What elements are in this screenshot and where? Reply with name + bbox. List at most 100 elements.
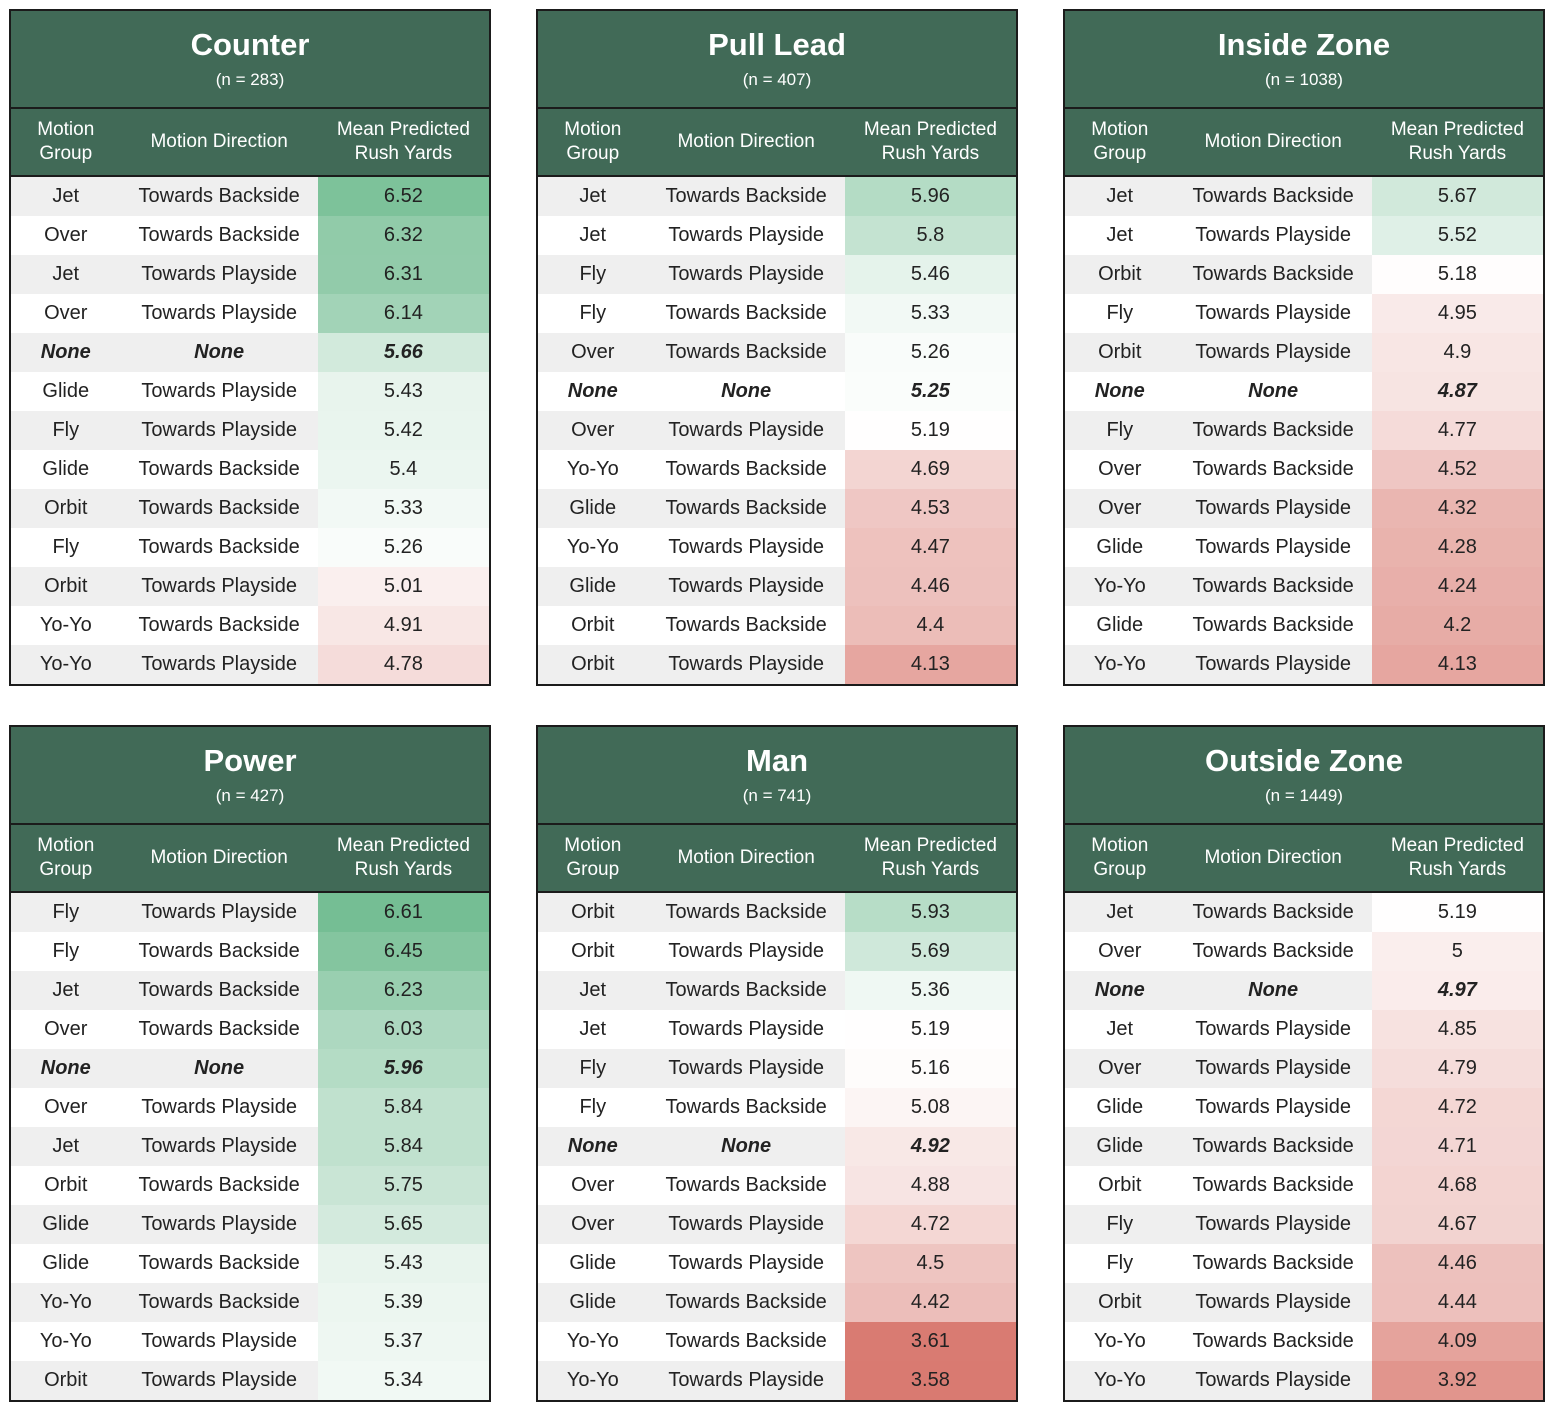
- rush-yards-cell: 4.24: [1371, 567, 1543, 606]
- motion-direction-cell: Towards Playside: [1174, 1205, 1372, 1244]
- rush-yards-cell: 4.88: [844, 1166, 1016, 1205]
- table-title-block: Counter (n = 283): [11, 11, 489, 109]
- table-title-block: Outside Zone (n = 1449): [1065, 727, 1543, 825]
- column-header-mean-predicted-rush-yards: Mean Predicted Rush Yards: [336, 119, 470, 164]
- motion-group-cell: Over: [538, 411, 648, 450]
- motion-group-cell: Yo-Yo: [538, 528, 648, 567]
- table-row: Jet Towards Backside 5.36: [538, 971, 1016, 1010]
- motion-direction-cell: Towards Playside: [120, 1088, 318, 1127]
- motion-group-cell: Jet: [538, 1010, 648, 1049]
- table-row: None None 4.87: [1065, 372, 1543, 411]
- table-row: Over Towards Backside 5: [1065, 932, 1543, 971]
- table-title: Counter: [190, 27, 310, 62]
- rush-yards-cell: 5.65: [317, 1205, 489, 1244]
- rush-yards-cell: 5.8: [844, 216, 1016, 255]
- motion-direction-cell: Towards Backside: [1174, 893, 1372, 932]
- motion-direction-cell: None: [120, 333, 318, 372]
- rush-yards-cell: 4.72: [1371, 1088, 1543, 1127]
- motion-direction-cell: Towards Backside: [647, 450, 845, 489]
- motion-group-cell: Orbit: [1065, 1166, 1175, 1205]
- motion-direction-cell: Towards Playside: [1174, 1010, 1372, 1049]
- motion-group-cell: Fly: [538, 255, 648, 294]
- table-row: Over Towards Playside 4.79: [1065, 1049, 1543, 1088]
- table-row: None None 4.92: [538, 1127, 1016, 1166]
- motion-direction-cell: Towards Backside: [120, 1010, 318, 1049]
- motion-group-cell: Orbit: [11, 1166, 121, 1205]
- motion-group-cell: Fly: [11, 411, 121, 450]
- motion-direction-cell: Towards Playside: [647, 567, 845, 606]
- table-sample-size: (n = 1038): [1265, 70, 1343, 89]
- motion-direction-cell: Towards Playside: [647, 1244, 845, 1283]
- rush-yards-cell: 3.61: [844, 1322, 1016, 1361]
- table-row: Yo-Yo Towards Playside 5.37: [11, 1322, 489, 1361]
- table-row: Jet Towards Backside 5.96: [538, 177, 1016, 216]
- motion-group-cell: Jet: [11, 177, 121, 216]
- rush-yards-cell: 6.52: [317, 177, 489, 216]
- motion-direction-cell: Towards Backside: [1174, 1166, 1372, 1205]
- motion-direction-cell: Towards Backside: [647, 971, 845, 1010]
- rush-yards-cell: 4.72: [844, 1205, 1016, 1244]
- motion-direction-cell: Towards Backside: [1174, 606, 1372, 645]
- rush-yards-cell: 5.18: [1371, 255, 1543, 294]
- column-header-motion-group: Motion Group: [1091, 835, 1149, 880]
- rush-yards-cell: 4.13: [844, 645, 1016, 684]
- table-row: Over Towards Backside 4.88: [538, 1166, 1016, 1205]
- motion-group-cell: Over: [1065, 489, 1175, 528]
- motion-group-cell: Jet: [1065, 177, 1175, 216]
- motion-direction-cell: None: [647, 1127, 845, 1166]
- motion-group-cell: Yo-Yo: [1065, 1322, 1175, 1361]
- column-header-motion-direction: Motion Direction: [150, 847, 288, 868]
- motion-direction-cell: Towards Backside: [120, 216, 318, 255]
- column-header-motion-group: Motion Group: [1091, 119, 1149, 164]
- rush-yards-cell: 5.66: [317, 333, 489, 372]
- table-title: Power: [203, 743, 297, 778]
- table-row: Yo-Yo Towards Backside 5.39: [11, 1283, 489, 1322]
- column-header-row: Motion Group Motion Direction Mean Predict…: [538, 825, 1016, 893]
- rush-yards-cell: 4.4: [844, 606, 1016, 645]
- motion-group-cell: Orbit: [538, 606, 648, 645]
- table-row: Yo-Yo Towards Playside 4.47: [538, 528, 1016, 567]
- column-header-row: Motion Group Motion Direction Mean Predict…: [11, 825, 489, 893]
- rush-yards-cell: 5.93: [844, 893, 1016, 932]
- rush-yards-cell: 5.43: [317, 372, 489, 411]
- table-row: Orbit Towards Playside 5.01: [11, 567, 489, 606]
- rush-yards-cell: 5.67: [1371, 177, 1543, 216]
- motion-group-cell: Orbit: [11, 567, 121, 606]
- motion-group-cell: Yo-Yo: [538, 450, 648, 489]
- table-row: None None 5.96: [11, 1049, 489, 1088]
- rush-yards-cell: 5.84: [317, 1088, 489, 1127]
- rush-yards-cell: 6.32: [317, 216, 489, 255]
- rush-yards-cell: 5.08: [844, 1088, 1016, 1127]
- motion-group-cell: Orbit: [11, 1361, 121, 1400]
- table-row: Glide Towards Playside 5.43: [11, 372, 489, 411]
- motion-direction-cell: Towards Playside: [1174, 528, 1372, 567]
- table-row: Glide Towards Backside 5.4: [11, 450, 489, 489]
- rush-yards-cell: 4.71: [1371, 1127, 1543, 1166]
- motion-group-cell: Glide: [11, 1205, 121, 1244]
- motion-group-cell: Yo-Yo: [11, 1322, 121, 1361]
- motion-group-cell: Fly: [538, 294, 648, 333]
- table-row: Fly Towards Backside 6.45: [11, 932, 489, 971]
- rush-yards-cell: 5.16: [844, 1049, 1016, 1088]
- motion-group-cell: Jet: [538, 177, 648, 216]
- table-panel: Inside Zone (n = 1038) Motion Group Motion …: [1063, 9, 1545, 686]
- motion-group-cell: Jet: [538, 971, 648, 1010]
- motion-direction-cell: Towards Playside: [647, 255, 845, 294]
- column-header-row: Motion Group Motion Direction Mean Predict…: [1065, 825, 1543, 893]
- rush-yards-cell: 4.09: [1371, 1322, 1543, 1361]
- motion-direction-cell: Towards Playside: [1174, 1049, 1372, 1088]
- motion-group-cell: Glide: [11, 1244, 121, 1283]
- motion-group-cell: Over: [11, 1088, 121, 1127]
- motion-direction-cell: Towards Backside: [120, 450, 318, 489]
- table-row: None None 5.25: [538, 372, 1016, 411]
- motion-direction-cell: Towards Playside: [120, 1127, 318, 1166]
- motion-group-cell: Fly: [538, 1049, 648, 1088]
- motion-direction-cell: Towards Playside: [647, 216, 845, 255]
- rush-yards-cell: 4.67: [1371, 1205, 1543, 1244]
- table-row: Over Towards Backside 4.52: [1065, 450, 1543, 489]
- motion-direction-cell: Towards Playside: [647, 528, 845, 567]
- table-row: Yo-Yo Towards Backside 4.24: [1065, 567, 1543, 606]
- motion-group-cell: Over: [11, 1010, 121, 1049]
- table-panel: Man (n = 741) Motion Group Motion Direction…: [536, 725, 1018, 1402]
- rush-yards-cell: 4.77: [1371, 411, 1543, 450]
